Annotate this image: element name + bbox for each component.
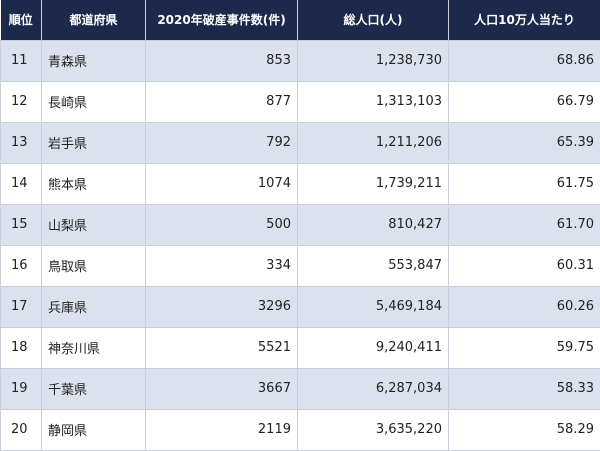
number-cell: 6,287,034 bbox=[298, 368, 449, 409]
number-cell: 334 bbox=[146, 245, 298, 286]
number-cell: 553,847 bbox=[298, 245, 449, 286]
number-cell: 810,427 bbox=[298, 204, 449, 245]
header-cell: 人口10万人当たり bbox=[449, 0, 600, 40]
number-cell: 68.86 bbox=[449, 40, 600, 81]
header-cell: 総人口(人) bbox=[298, 0, 449, 40]
prefecture-cell: 神奈川県 bbox=[42, 327, 146, 368]
number-cell: 2119 bbox=[146, 409, 298, 450]
prefecture-cell: 山梨県 bbox=[42, 204, 146, 245]
header-cell: 都道府県 bbox=[42, 0, 146, 40]
prefecture-cell: 青森県 bbox=[42, 40, 146, 81]
rank-cell: 17 bbox=[1, 286, 42, 327]
prefecture-cell: 鳥取県 bbox=[42, 245, 146, 286]
number-cell: 5,469,184 bbox=[298, 286, 449, 327]
prefecture-cell: 千葉県 bbox=[42, 368, 146, 409]
number-cell: 5521 bbox=[146, 327, 298, 368]
number-cell: 3296 bbox=[146, 286, 298, 327]
rank-cell: 14 bbox=[1, 163, 42, 204]
prefecture-cell: 長崎県 bbox=[42, 81, 146, 122]
number-cell: 60.31 bbox=[449, 245, 600, 286]
rank-cell: 18 bbox=[1, 327, 42, 368]
number-cell: 877 bbox=[146, 81, 298, 122]
prefecture-cell: 岩手県 bbox=[42, 122, 146, 163]
prefecture-cell: 熊本県 bbox=[42, 163, 146, 204]
rank-cell: 13 bbox=[1, 122, 42, 163]
number-cell: 1,211,206 bbox=[298, 122, 449, 163]
number-cell: 65.39 bbox=[449, 122, 600, 163]
rank-cell: 20 bbox=[1, 409, 42, 450]
rank-cell: 19 bbox=[1, 368, 42, 409]
number-cell: 792 bbox=[146, 122, 298, 163]
number-cell: 9,240,411 bbox=[298, 327, 449, 368]
rank-cell: 11 bbox=[1, 40, 42, 81]
rank-cell: 15 bbox=[1, 204, 42, 245]
number-cell: 3667 bbox=[146, 368, 298, 409]
number-cell: 58.33 bbox=[449, 368, 600, 409]
rank-cell: 16 bbox=[1, 245, 42, 286]
header-cell: 2020年破産事件数(件) bbox=[146, 0, 298, 40]
number-cell: 61.70 bbox=[449, 204, 600, 245]
number-cell: 1,238,730 bbox=[298, 40, 449, 81]
number-cell: 1074 bbox=[146, 163, 298, 204]
number-cell: 1,313,103 bbox=[298, 81, 449, 122]
number-cell: 59.75 bbox=[449, 327, 600, 368]
number-cell: 58.29 bbox=[449, 409, 600, 450]
rank-cell: 12 bbox=[1, 81, 42, 122]
prefecture-cell: 静岡県 bbox=[42, 409, 146, 450]
number-cell: 3,635,220 bbox=[298, 409, 449, 450]
number-cell: 60.26 bbox=[449, 286, 600, 327]
prefecture-cell: 兵庫県 bbox=[42, 286, 146, 327]
header-cell: 順位 bbox=[1, 0, 42, 40]
number-cell: 66.79 bbox=[449, 81, 600, 122]
number-cell: 500 bbox=[146, 204, 298, 245]
number-cell: 61.75 bbox=[449, 163, 600, 204]
number-cell: 853 bbox=[146, 40, 298, 81]
number-cell: 1,739,211 bbox=[298, 163, 449, 204]
